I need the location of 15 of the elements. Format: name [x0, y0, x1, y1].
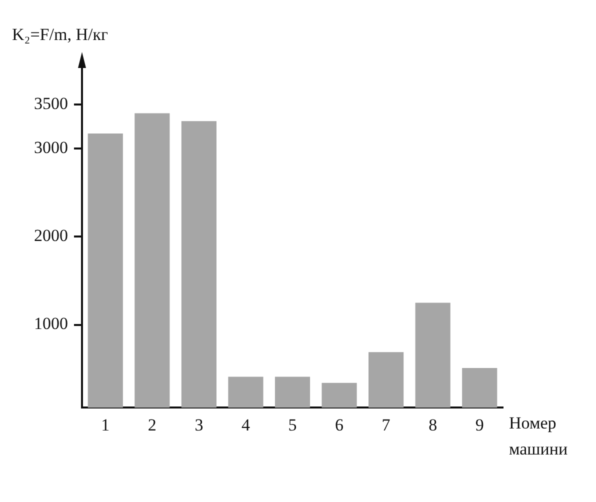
x-tick-label: 3	[194, 415, 204, 434]
x-tick-label: 5	[288, 415, 297, 434]
x-tick-label: 1	[101, 415, 110, 434]
x-tick-label: 2	[148, 415, 156, 434]
x-tick-label: 6	[335, 415, 344, 434]
y-tick-label: 2000	[34, 226, 68, 246]
x-tick-label: 8	[428, 415, 438, 434]
y-tick-label: 1000	[34, 314, 68, 334]
x-tick-label: 9	[475, 415, 484, 434]
x-tick-label: 4	[241, 415, 250, 434]
y-tick-label: 3500	[34, 94, 68, 113]
x-tick-label: 7	[382, 415, 391, 434]
x-axis-title: Номер машини	[509, 414, 568, 459]
y-axis-title: K₂=F/m, Н/кг	[12, 24, 108, 44]
y-tick-label: 3000	[34, 138, 68, 157]
